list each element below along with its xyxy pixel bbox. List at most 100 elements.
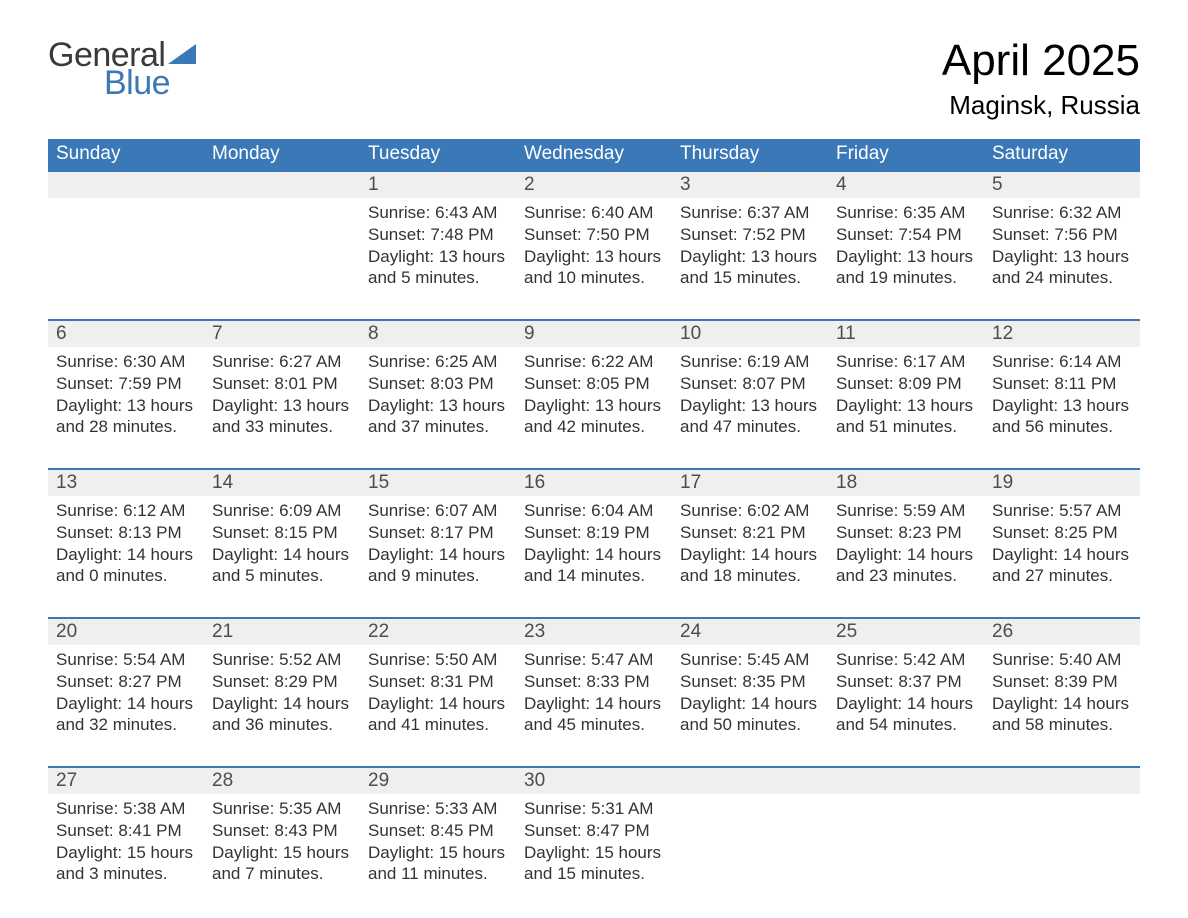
- sunset-line: Sunset: 8:37 PM: [836, 671, 976, 693]
- weekday-header: Wednesday: [516, 139, 672, 171]
- day-cell: Sunrise: 6:12 AMSunset: 8:13 PMDaylight:…: [48, 496, 204, 618]
- sunrise-line: Sunrise: 5:31 AM: [524, 798, 664, 820]
- sunset-line: Sunset: 8:01 PM: [212, 373, 352, 395]
- daylight-line: Daylight: 14 hours and 54 minutes.: [836, 693, 976, 737]
- day-number: 23: [516, 618, 672, 645]
- day-number: 27: [48, 767, 204, 794]
- day-cell: Sunrise: 6:32 AMSunset: 7:56 PMDaylight:…: [984, 198, 1140, 320]
- day-cell-empty: [828, 794, 984, 914]
- day-cell: Sunrise: 6:43 AMSunset: 7:48 PMDaylight:…: [360, 198, 516, 320]
- day-number-empty: [984, 767, 1140, 794]
- sunset-line: Sunset: 8:15 PM: [212, 522, 352, 544]
- sunrise-line: Sunrise: 6:04 AM: [524, 500, 664, 522]
- daynum-row: 20212223242526: [48, 618, 1140, 645]
- sunrise-line: Sunrise: 6:43 AM: [368, 202, 508, 224]
- daylight-line: Daylight: 15 hours and 11 minutes.: [368, 842, 508, 886]
- daylight-line: Daylight: 13 hours and 47 minutes.: [680, 395, 820, 439]
- day-cell: Sunrise: 6:07 AMSunset: 8:17 PMDaylight:…: [360, 496, 516, 618]
- daylight-line: Daylight: 14 hours and 23 minutes.: [836, 544, 976, 588]
- day-cell-empty: [48, 198, 204, 320]
- sunrise-line: Sunrise: 6:19 AM: [680, 351, 820, 373]
- daylight-line: Daylight: 13 hours and 10 minutes.: [524, 246, 664, 290]
- daylight-line: Daylight: 13 hours and 51 minutes.: [836, 395, 976, 439]
- sunset-line: Sunset: 8:35 PM: [680, 671, 820, 693]
- sunrise-line: Sunrise: 5:33 AM: [368, 798, 508, 820]
- daylight-line: Daylight: 13 hours and 42 minutes.: [524, 395, 664, 439]
- day-number: 7: [204, 320, 360, 347]
- sunrise-line: Sunrise: 6:35 AM: [836, 202, 976, 224]
- daynum-row: 6789101112: [48, 320, 1140, 347]
- calendar-body: 12 345 Sunrise: 6:43 AMSunset: 7:48 PMDayl…: [48, 171, 1140, 914]
- sunset-line: Sunset: 8:19 PM: [524, 522, 664, 544]
- sunset-line: Sunset: 8:27 PM: [56, 671, 196, 693]
- day-cell: Sunrise: 6:30 AMSunset: 7:59 PMDaylight:…: [48, 347, 204, 469]
- sunrise-line: Sunrise: 6:07 AM: [368, 500, 508, 522]
- day-number-empty: [672, 767, 828, 794]
- day-number-empty: [204, 171, 360, 198]
- day-cell-empty: [984, 794, 1140, 914]
- calendar-page: General Blue April 2025 Maginsk, Russia …: [0, 0, 1188, 918]
- daylight-line: Daylight: 14 hours and 50 minutes.: [680, 693, 820, 737]
- day-cell: Sunrise: 5:54 AMSunset: 8:27 PMDaylight:…: [48, 645, 204, 767]
- sunrise-line: Sunrise: 6:40 AM: [524, 202, 664, 224]
- day-cell-empty: [204, 198, 360, 320]
- sunrise-line: Sunrise: 5:35 AM: [212, 798, 352, 820]
- sunset-line: Sunset: 8:33 PM: [524, 671, 664, 693]
- sunrise-line: Sunrise: 5:47 AM: [524, 649, 664, 671]
- daylight-line: Daylight: 15 hours and 15 minutes.: [524, 842, 664, 886]
- day-number: 24: [672, 618, 828, 645]
- sunrise-line: Sunrise: 5:42 AM: [836, 649, 976, 671]
- sunrise-line: Sunrise: 6:32 AM: [992, 202, 1132, 224]
- day-number: 19: [984, 469, 1140, 496]
- sunrise-line: Sunrise: 6:30 AM: [56, 351, 196, 373]
- day-number: 28: [204, 767, 360, 794]
- sunset-line: Sunset: 8:41 PM: [56, 820, 196, 842]
- day-content-row: Sunrise: 6:12 AMSunset: 8:13 PMDaylight:…: [48, 496, 1140, 618]
- day-number: 14: [204, 469, 360, 496]
- day-number: 8: [360, 320, 516, 347]
- daylight-line: Daylight: 13 hours and 19 minutes.: [836, 246, 976, 290]
- day-cell: Sunrise: 6:19 AMSunset: 8:07 PMDaylight:…: [672, 347, 828, 469]
- sunset-line: Sunset: 8:11 PM: [992, 373, 1132, 395]
- brand-word-2: Blue: [104, 66, 198, 100]
- sunrise-line: Sunrise: 5:59 AM: [836, 500, 976, 522]
- daylight-line: Daylight: 13 hours and 5 minutes.: [368, 246, 508, 290]
- day-number-empty: [828, 767, 984, 794]
- day-number: 9: [516, 320, 672, 347]
- sunset-line: Sunset: 8:21 PM: [680, 522, 820, 544]
- day-number: 4: [828, 171, 984, 198]
- day-number: 11: [828, 320, 984, 347]
- day-cell: Sunrise: 6:35 AMSunset: 7:54 PMDaylight:…: [828, 198, 984, 320]
- sunset-line: Sunset: 8:47 PM: [524, 820, 664, 842]
- day-number: 5: [984, 171, 1140, 198]
- sunset-line: Sunset: 8:31 PM: [368, 671, 508, 693]
- day-number: 3: [672, 171, 828, 198]
- sunset-line: Sunset: 8:07 PM: [680, 373, 820, 395]
- daylight-line: Daylight: 14 hours and 58 minutes.: [992, 693, 1132, 737]
- weekday-header: Sunday: [48, 139, 204, 171]
- weekday-header: Monday: [204, 139, 360, 171]
- daylight-line: Daylight: 14 hours and 0 minutes.: [56, 544, 196, 588]
- day-cell: Sunrise: 5:35 AMSunset: 8:43 PMDaylight:…: [204, 794, 360, 914]
- sunset-line: Sunset: 7:56 PM: [992, 224, 1132, 246]
- daylight-line: Daylight: 14 hours and 45 minutes.: [524, 693, 664, 737]
- day-content-row: Sunrise: 6:30 AMSunset: 7:59 PMDaylight:…: [48, 347, 1140, 469]
- day-number: 2: [516, 171, 672, 198]
- daylight-line: Daylight: 14 hours and 14 minutes.: [524, 544, 664, 588]
- sunset-line: Sunset: 8:13 PM: [56, 522, 196, 544]
- daylight-line: Daylight: 15 hours and 3 minutes.: [56, 842, 196, 886]
- day-number: 12: [984, 320, 1140, 347]
- day-number: 15: [360, 469, 516, 496]
- daylight-line: Daylight: 14 hours and 18 minutes.: [680, 544, 820, 588]
- day-cell: Sunrise: 5:31 AMSunset: 8:47 PMDaylight:…: [516, 794, 672, 914]
- daylight-line: Daylight: 13 hours and 24 minutes.: [992, 246, 1132, 290]
- sunset-line: Sunset: 8:23 PM: [836, 522, 976, 544]
- day-number: 16: [516, 469, 672, 496]
- sunset-line: Sunset: 7:50 PM: [524, 224, 664, 246]
- day-content-row: Sunrise: 6:43 AMSunset: 7:48 PMDaylight:…: [48, 198, 1140, 320]
- day-content-row: Sunrise: 5:54 AMSunset: 8:27 PMDaylight:…: [48, 645, 1140, 767]
- sunrise-line: Sunrise: 5:40 AM: [992, 649, 1132, 671]
- sunset-line: Sunset: 8:09 PM: [836, 373, 976, 395]
- daylight-line: Daylight: 15 hours and 7 minutes.: [212, 842, 352, 886]
- sunrise-line: Sunrise: 6:27 AM: [212, 351, 352, 373]
